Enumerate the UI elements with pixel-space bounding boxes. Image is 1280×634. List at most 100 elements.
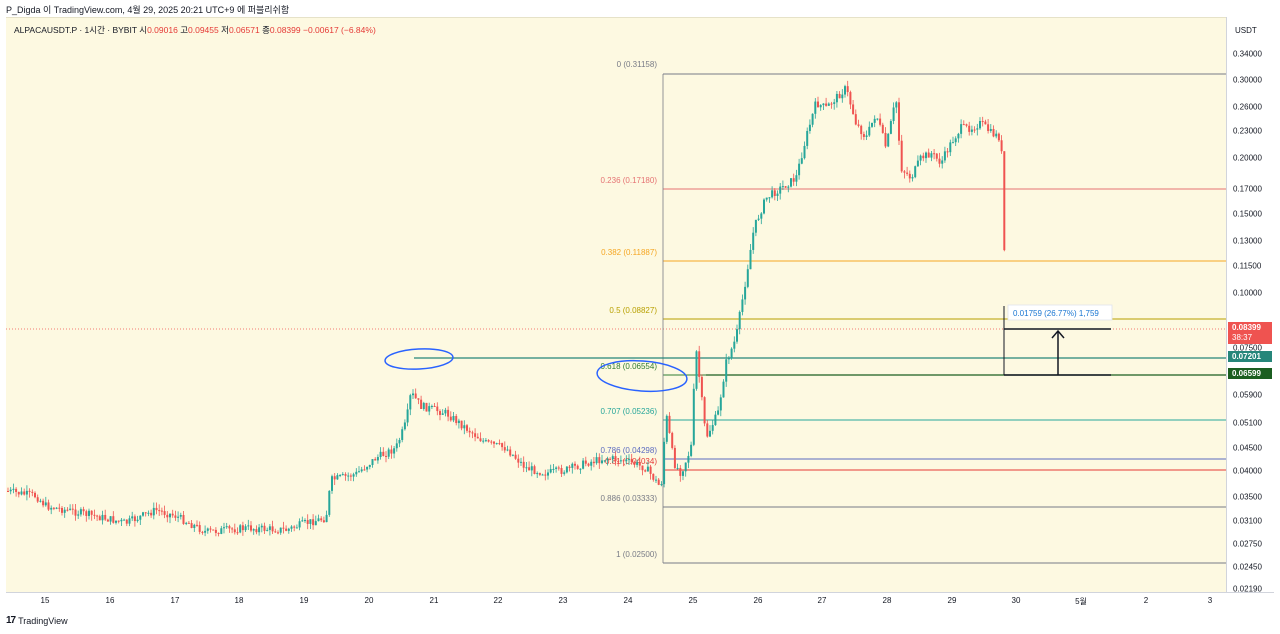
time-tick: 3 bbox=[1207, 596, 1213, 605]
candle-body bbox=[198, 525, 201, 532]
candle-body bbox=[171, 513, 174, 516]
price-axis[interactable]: USDT 0.34000 0.30000 0.26000 0.23000 0.2… bbox=[1226, 17, 1275, 594]
tv-logo-icon: 17 bbox=[6, 615, 16, 626]
candle-body bbox=[630, 458, 633, 463]
tradingview-logo[interactable]: 17 TradingView bbox=[6, 615, 68, 626]
candle-body bbox=[328, 490, 331, 515]
candle-body bbox=[754, 219, 757, 233]
candle-body bbox=[390, 449, 393, 454]
candle-body bbox=[1003, 151, 1006, 251]
candle-body bbox=[849, 92, 852, 105]
price-tick: 0.02190 bbox=[1233, 584, 1262, 594]
price-chart[interactable]: 0 (0.31158) 0.236 (0.17180) 0.382 (0.118… bbox=[6, 18, 1226, 593]
candle-body bbox=[88, 510, 90, 516]
candle-body bbox=[109, 516, 112, 522]
high-value: 0.09455 bbox=[188, 25, 219, 35]
candle-body bbox=[484, 440, 487, 442]
candle-body bbox=[935, 153, 938, 159]
price-tick: 0.23000 bbox=[1233, 126, 1262, 136]
open-value: 0.09016 bbox=[147, 25, 178, 35]
level-tag-lower: 0.06599 bbox=[1228, 368, 1272, 379]
price-range-measure[interactable]: 0.01759 (26.77%) 1,759 bbox=[1003, 304, 1113, 376]
candle-body bbox=[857, 124, 860, 126]
time-axis[interactable]: 15 16 17 18 19 20 21 22 23 24 25 26 27 2… bbox=[6, 592, 1274, 611]
candle-body bbox=[382, 451, 385, 456]
candle-body bbox=[868, 126, 871, 136]
candle-body bbox=[547, 472, 549, 476]
symbol-name[interactable]: ALPACAUSDT.P · 1시간 · BYBIT bbox=[14, 25, 137, 35]
candle-body bbox=[565, 466, 568, 473]
time-tick: 17 bbox=[170, 596, 180, 605]
candle-body bbox=[471, 432, 474, 434]
candle-body bbox=[244, 526, 247, 531]
candle-body bbox=[304, 520, 306, 522]
candle-body bbox=[787, 186, 790, 188]
candle-body bbox=[525, 467, 528, 469]
price-tick: 0.04000 bbox=[1233, 466, 1262, 476]
candle-body bbox=[933, 153, 936, 155]
candle-body bbox=[854, 114, 857, 125]
candle-body bbox=[949, 142, 952, 153]
candle-body bbox=[358, 471, 360, 473]
candle-body bbox=[819, 105, 822, 108]
candle-body bbox=[930, 153, 933, 158]
candle-body bbox=[239, 525, 242, 533]
candle-body bbox=[20, 491, 23, 495]
candle-body bbox=[733, 341, 736, 349]
candle-body bbox=[657, 479, 660, 485]
candle-body bbox=[533, 466, 536, 474]
candle-body bbox=[406, 409, 409, 423]
time-tick: 19 bbox=[299, 596, 309, 605]
candle-body bbox=[444, 409, 447, 414]
candle-body bbox=[911, 177, 914, 179]
candle-body bbox=[247, 525, 250, 527]
candle-body bbox=[468, 430, 471, 433]
annotation-ellipse-left[interactable] bbox=[384, 347, 454, 371]
candle-body bbox=[943, 151, 946, 161]
candle-body bbox=[250, 525, 252, 531]
candle-body bbox=[152, 507, 155, 516]
candle-body bbox=[595, 457, 598, 464]
candle-body bbox=[376, 457, 379, 461]
candle-body bbox=[476, 436, 479, 439]
candle-body bbox=[320, 518, 323, 521]
candle-body bbox=[541, 474, 544, 476]
candle-body bbox=[106, 519, 109, 522]
price-tick: 0.04500 bbox=[1233, 443, 1262, 453]
candle-body bbox=[582, 460, 585, 469]
annotation-ellipse-right[interactable] bbox=[596, 358, 688, 394]
candle-body bbox=[663, 441, 666, 485]
candle-body bbox=[352, 474, 355, 477]
candle-body bbox=[622, 460, 625, 462]
candle-body bbox=[174, 515, 177, 518]
candle-body bbox=[93, 514, 96, 516]
candle-body bbox=[206, 528, 209, 531]
candle-body bbox=[511, 454, 514, 456]
candle-body bbox=[344, 474, 347, 476]
candle-body bbox=[946, 151, 949, 153]
publisher-header: P_Digda 이 TradingView.com, 4월 29, 2025 2… bbox=[0, 0, 1280, 16]
candle-body bbox=[984, 121, 987, 125]
candle-body bbox=[301, 520, 304, 522]
candle-body bbox=[811, 113, 814, 125]
candle-body bbox=[155, 507, 158, 511]
candle-body bbox=[231, 528, 234, 530]
candle-body bbox=[74, 509, 77, 516]
candle-body bbox=[908, 173, 911, 179]
fib-label: 1 (0.02500) bbox=[616, 550, 657, 559]
candle-body bbox=[738, 311, 741, 330]
candle-body bbox=[673, 447, 676, 468]
candlestick-series[interactable] bbox=[7, 80, 1006, 537]
candle-body bbox=[676, 467, 679, 469]
candle-body bbox=[925, 152, 927, 159]
candle-body bbox=[900, 140, 903, 172]
candle-body bbox=[879, 118, 882, 125]
close-value: 0.08399 bbox=[269, 25, 301, 35]
candle-body bbox=[725, 359, 728, 382]
candle-body bbox=[568, 466, 571, 468]
candle-body bbox=[625, 459, 628, 462]
candle-body bbox=[39, 500, 42, 502]
chart-pane[interactable]: 0 (0.31158) 0.236 (0.17180) 0.382 (0.118… bbox=[6, 17, 1226, 593]
price-tick: 0.20000 bbox=[1233, 153, 1262, 163]
candle-body bbox=[871, 122, 873, 127]
